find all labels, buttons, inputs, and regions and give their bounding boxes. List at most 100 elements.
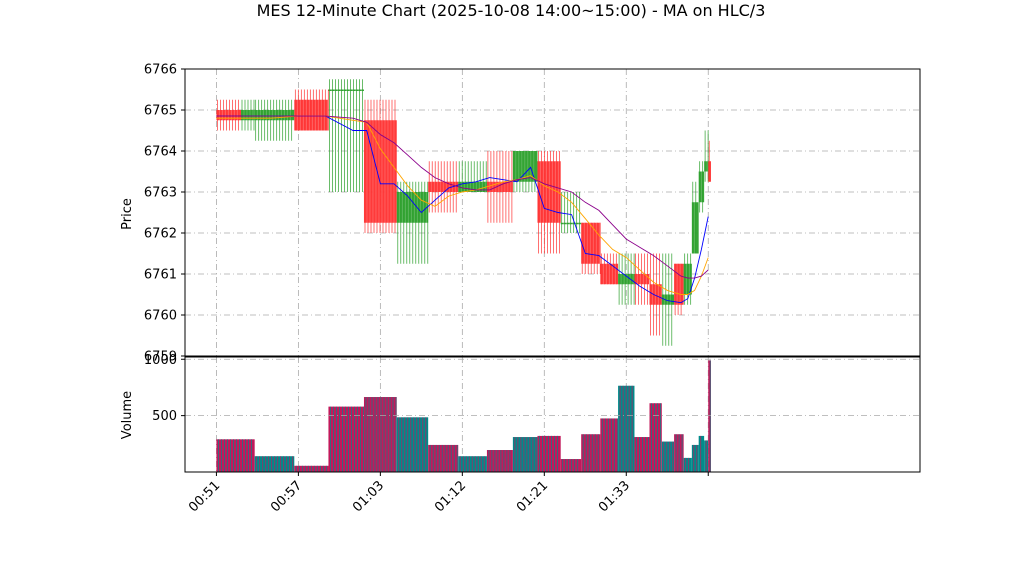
volume-bar-fill (698, 435, 705, 472)
price-tick-label: 6764 (144, 145, 177, 160)
volume-bar (634, 437, 650, 472)
candle (708, 140, 711, 182)
candle-body (683, 263, 692, 295)
ma-line-slow (216, 115, 709, 279)
volume-tick-label: 1000 (144, 353, 177, 368)
x-tick-label: 01:21 (514, 478, 551, 515)
candle-body (634, 274, 650, 285)
candle-body (560, 222, 582, 225)
volume-bar (649, 403, 662, 472)
x-tick-label: 00:51 (186, 478, 223, 515)
ma-line-mid (216, 115, 709, 295)
x-tick-label: 01:12 (432, 478, 469, 515)
candle (634, 253, 650, 305)
candle (674, 263, 684, 315)
candle (661, 253, 675, 346)
candle (458, 161, 487, 192)
price-tick-label: 6761 (144, 268, 177, 283)
price-tick-label: 6759 (144, 350, 177, 365)
price-marks (216, 79, 711, 346)
volume-bar-fill (363, 397, 397, 472)
candle-body (294, 99, 329, 131)
candle (683, 253, 692, 305)
price-tick-label: 6762 (144, 227, 177, 242)
volume-bar (363, 397, 397, 472)
volume-bar (708, 360, 711, 472)
candle (428, 161, 459, 213)
chart-title: MES 12-Minute Chart (2025-10-08 14:00~15… (257, 1, 766, 20)
volume-bar-fill (600, 418, 619, 472)
candle-body (254, 110, 295, 121)
candle (649, 253, 662, 336)
candle (363, 99, 397, 233)
volume-bar-fill (708, 360, 711, 472)
x-tick-label: 00:57 (268, 478, 305, 515)
candle-body (328, 89, 364, 91)
candle (396, 181, 429, 264)
volume-axis-label: Volume (120, 391, 135, 439)
volume-bar (486, 450, 513, 472)
price-panel: 6759 6760 6761 6762 6763 6764 6765 6766 (144, 63, 921, 472)
candle (618, 253, 635, 305)
volume-bar-fill (691, 444, 699, 472)
candle-body (363, 120, 397, 223)
candle-body (708, 161, 711, 182)
price-tick-label: 6763 (144, 186, 177, 201)
volume-bar (294, 465, 329, 472)
candle (698, 161, 705, 213)
price-axis-label: Price (120, 198, 135, 230)
candle-body (396, 192, 429, 223)
candle (486, 151, 513, 223)
volume-bar-fill (216, 439, 255, 472)
volume-bar (458, 456, 487, 472)
candle-body (618, 274, 635, 285)
price-frame (184, 68, 921, 357)
candle (241, 99, 255, 131)
volume-bar (560, 459, 582, 472)
volume-bar-fill (581, 434, 601, 472)
candle (704, 130, 709, 182)
volume-bar (704, 440, 709, 472)
candle-body (691, 202, 699, 254)
volume-bar (674, 434, 684, 472)
candle-body (241, 110, 255, 121)
candle-body (704, 161, 709, 172)
volume-marks (216, 360, 711, 472)
candle (328, 79, 364, 192)
volume-bar (216, 439, 255, 472)
candle (512, 151, 538, 192)
volume-bar (683, 457, 692, 472)
candle-body (698, 171, 705, 203)
candle (600, 253, 619, 285)
volume-bar-fill (512, 437, 538, 472)
x-axis: 00:51 00:57 01:03 01:12 01:21 01:33 (186, 472, 709, 515)
candle (216, 99, 242, 131)
volume-panel: 500 1000 (144, 353, 921, 473)
volume-bar (428, 444, 459, 472)
price-tick-label: 6760 (144, 309, 177, 324)
volume-bar (600, 418, 619, 472)
volume-bar-fill (560, 459, 582, 472)
candle (254, 99, 295, 141)
volume-bar-fill (428, 444, 459, 472)
candle-body (216, 110, 242, 121)
volume-bar-fill (683, 457, 692, 472)
candle-body (458, 181, 487, 192)
volume-bar-fill (661, 441, 675, 472)
candle-body (537, 161, 561, 223)
volume-bar-fill (649, 403, 662, 472)
candle (294, 89, 329, 131)
candle (581, 222, 601, 274)
candle (537, 151, 561, 254)
volume-bar (661, 441, 675, 472)
x-tick-label: 01:03 (350, 478, 387, 515)
volume-bar (512, 437, 538, 472)
candle (691, 181, 699, 254)
volume-bar (618, 385, 635, 472)
price-tick-label: 6766 (144, 63, 177, 78)
volume-bar (581, 434, 601, 472)
candle-body (674, 263, 684, 305)
volume-bar (328, 406, 364, 472)
